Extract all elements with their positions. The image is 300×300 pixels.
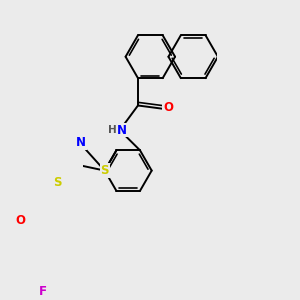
Text: S: S [53,176,62,189]
Text: H: H [108,125,117,135]
Text: O: O [163,101,173,114]
Text: N: N [117,124,127,137]
Text: O: O [16,214,26,227]
Text: S: S [100,164,109,177]
Text: N: N [76,136,86,149]
Text: F: F [39,285,46,298]
